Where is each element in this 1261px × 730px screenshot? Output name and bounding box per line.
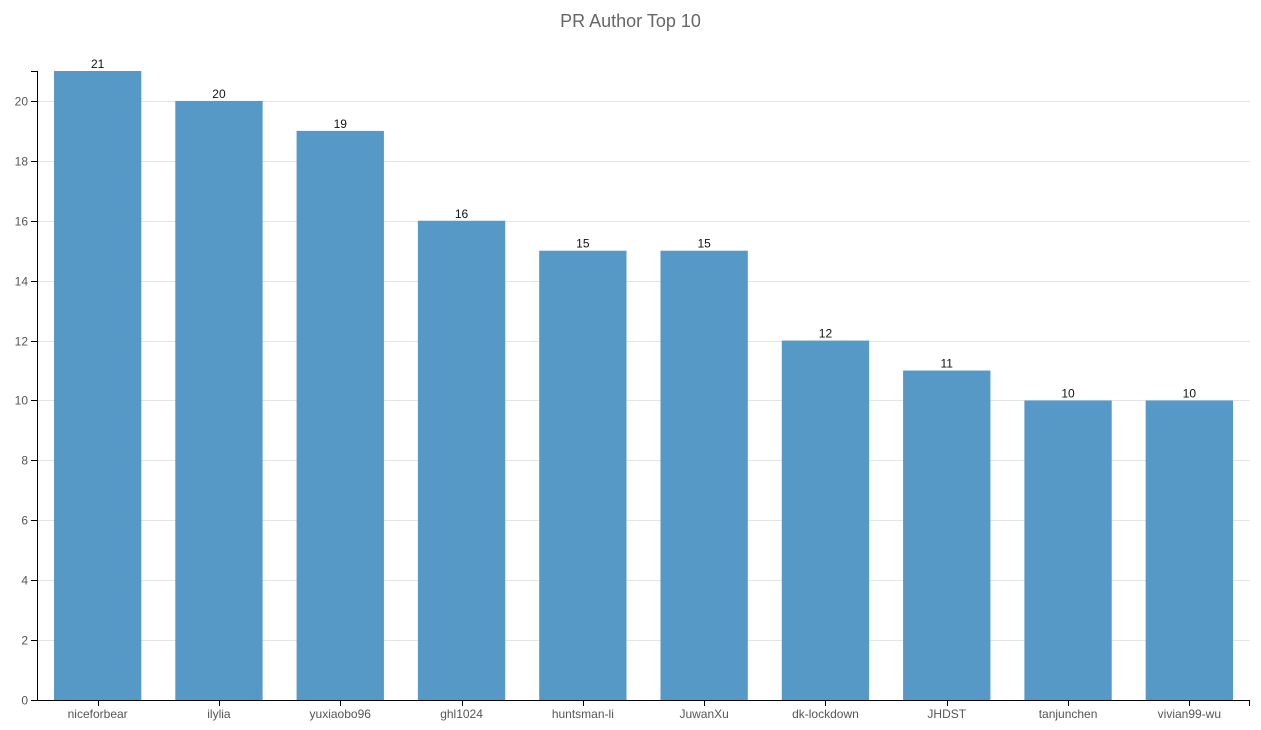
y-tick-label: 2 — [21, 634, 28, 648]
y-tick-label: 4 — [21, 574, 28, 588]
y-tick-label: 20 — [15, 95, 29, 109]
y-tick-label: 10 — [15, 394, 29, 408]
y-tick-label: 18 — [15, 155, 29, 169]
data-label: 20 — [212, 87, 226, 101]
x-tick-label: yuxiaobo96 — [310, 707, 372, 721]
y-tick-label: 8 — [21, 454, 28, 468]
bar-tanjunchen[interactable] — [1024, 400, 1112, 700]
data-label: 21 — [91, 57, 105, 71]
bar-vivian99-wu[interactable] — [1145, 400, 1234, 700]
data-label: 19 — [334, 117, 348, 131]
x-tick-label: tanjunchen — [1039, 707, 1098, 721]
bar-ilylia[interactable] — [175, 100, 263, 700]
x-tick-label: niceforbear — [68, 707, 128, 721]
data-label: 11 — [941, 357, 954, 371]
data-labels: 21 20 19 16 15 15 12 11 10 10 — [91, 57, 1196, 400]
chart-title: PR Author Top 10 — [560, 11, 701, 31]
bar-yuxiaobo96[interactable] — [296, 130, 384, 700]
bar-huntsman-li[interactable] — [539, 250, 627, 700]
data-label: 16 — [455, 207, 469, 221]
bar-niceforbear[interactable] — [53, 71, 142, 700]
bar-JuwanXu[interactable] — [660, 250, 748, 700]
axes: 0 2 4 6 8 10 12 14 16 18 20 niceforbear ilylia yuxiao… — [15, 71, 1250, 721]
y-tick-label: 6 — [21, 514, 28, 528]
x-tick-label: JHDST — [927, 707, 966, 721]
x-tick-label: JuwanXu — [679, 707, 728, 721]
bars — [53, 71, 1234, 700]
data-label: 10 — [1061, 386, 1075, 400]
x-tick-label: huntsman-li — [552, 707, 614, 721]
bar-dk-lockdown[interactable] — [781, 340, 870, 700]
y-tick-label: 12 — [15, 335, 29, 349]
data-label: 15 — [697, 237, 711, 251]
bar-JHDST[interactable] — [903, 370, 991, 700]
y-tick-label: 16 — [15, 215, 29, 229]
data-label: 10 — [1183, 386, 1197, 400]
x-tick-label: ilylia — [207, 707, 231, 721]
x-tick-label: dk-lockdown — [792, 707, 859, 721]
y-tick-label: 0 — [21, 694, 28, 708]
data-label: 15 — [576, 237, 590, 251]
y-tick-label: 14 — [15, 275, 29, 289]
x-tick-label: ghl1024 — [440, 707, 483, 721]
bar-ghl1024[interactable] — [417, 220, 506, 700]
x-tick-label: vivian99-wu — [1158, 707, 1221, 721]
data-label: 12 — [819, 327, 833, 341]
